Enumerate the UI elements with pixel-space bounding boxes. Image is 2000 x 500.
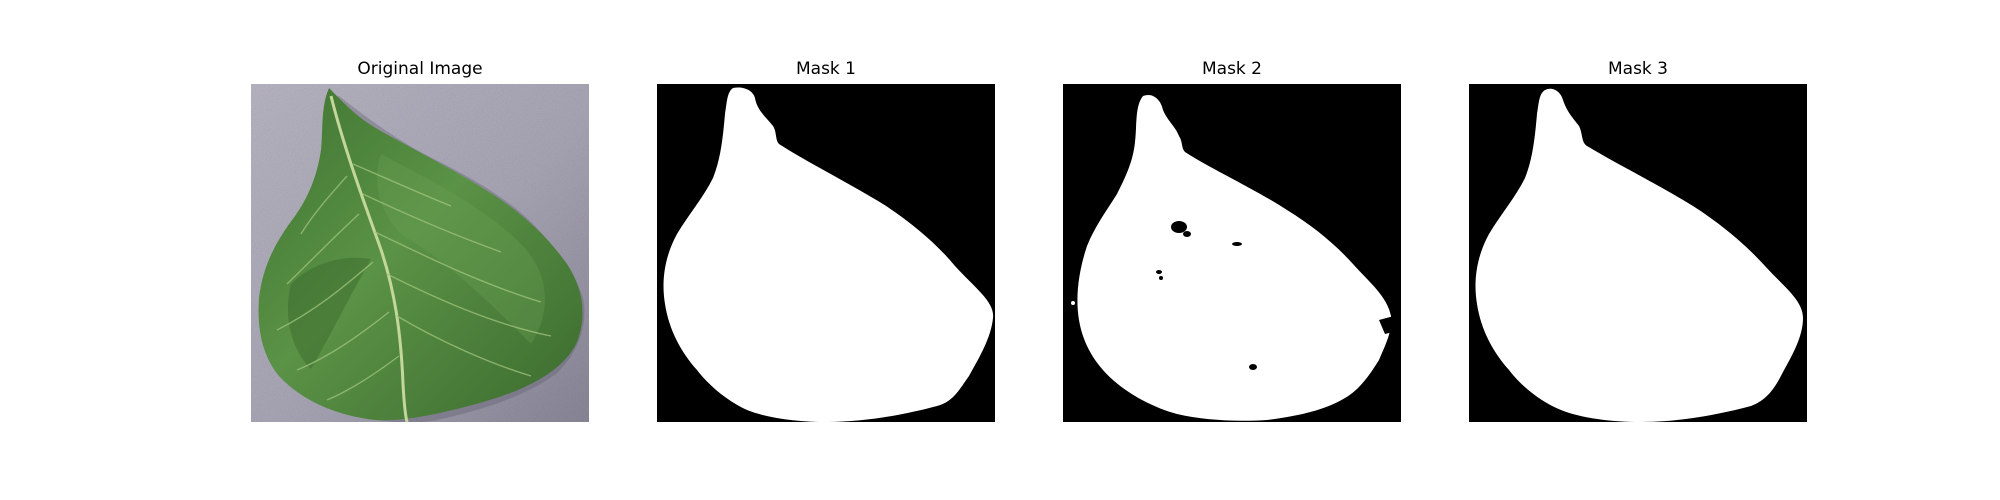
original-leaf-photo	[251, 84, 589, 422]
panel-original-image: Original Image	[251, 0, 589, 500]
panel-title: Mask 3	[1607, 59, 1668, 79]
mask-1-image	[657, 84, 995, 422]
panel-mask-1: Mask 1	[657, 0, 995, 500]
panel-mask-3: Mask 3	[1469, 0, 1807, 500]
mask-3-shape	[1475, 88, 1803, 422]
panel-title: Original Image	[357, 59, 483, 79]
mask-1-shape	[663, 87, 994, 422]
leaf-midrib	[329, 95, 409, 422]
mask-2-image	[1063, 84, 1401, 422]
panel-title: Mask 2	[1201, 59, 1262, 79]
mask-3-image	[1469, 84, 1807, 422]
panel-mask-2: Mask 2	[1063, 0, 1401, 500]
panel-title: Mask 1	[795, 59, 856, 79]
mask-2-shape	[1077, 94, 1392, 421]
